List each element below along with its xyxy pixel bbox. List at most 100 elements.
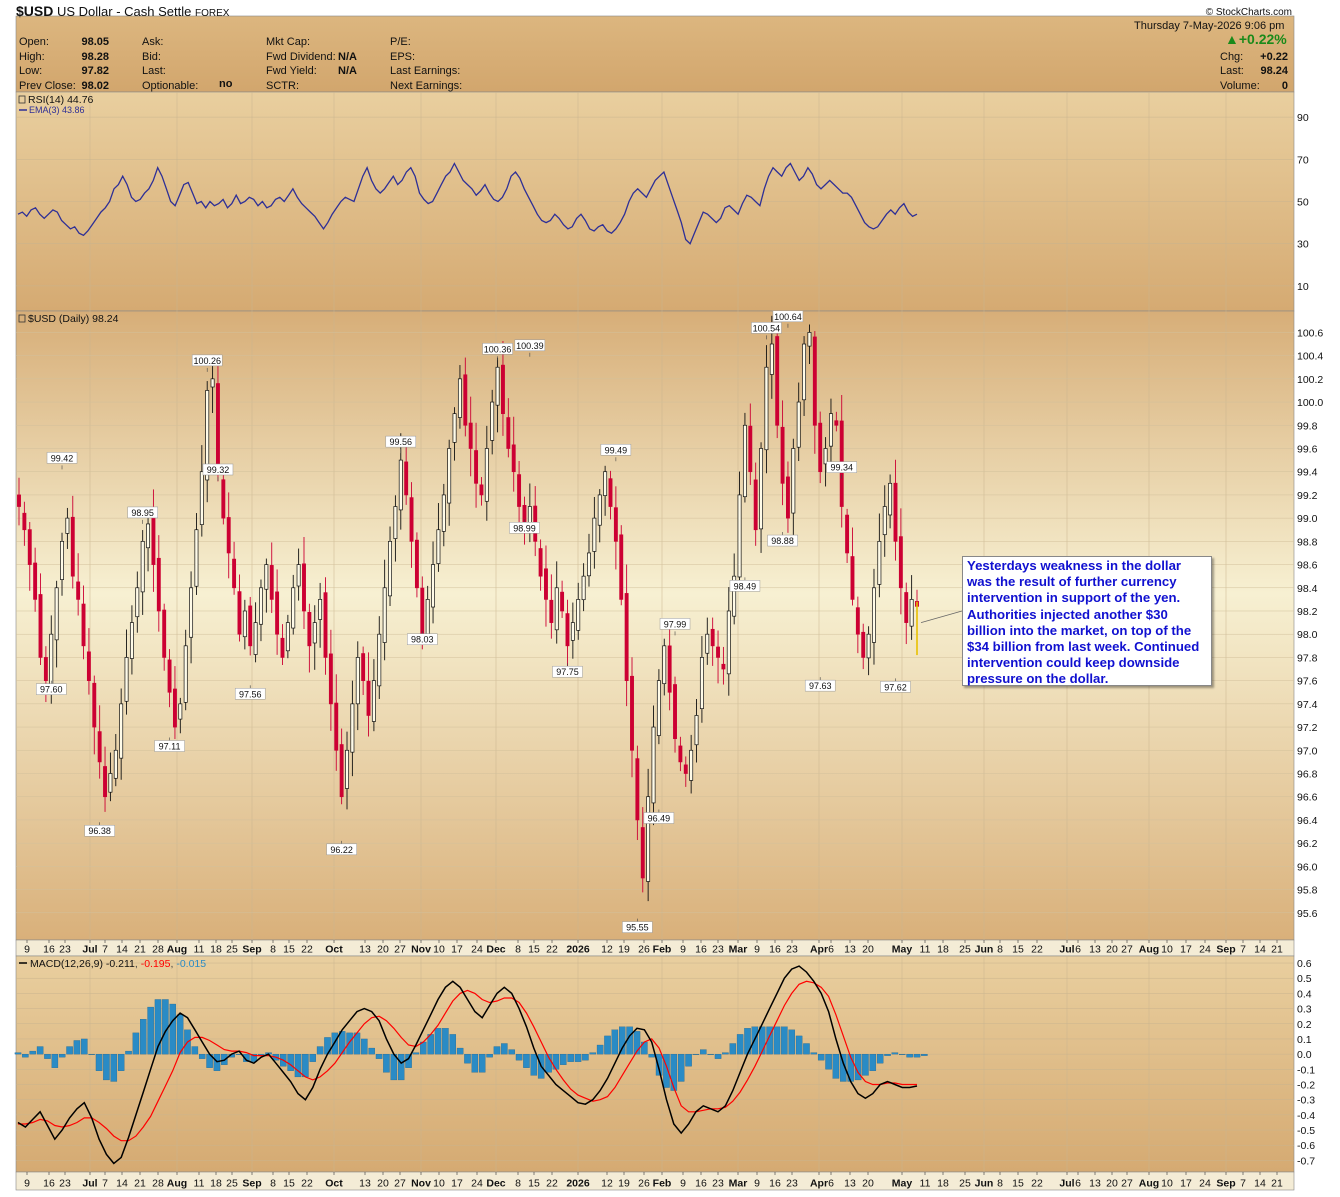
candle-body xyxy=(92,682,97,728)
date-axis-top-tick-label: Oct xyxy=(325,944,343,956)
date-axis-top-tick-label: 19 xyxy=(618,944,630,956)
histogram-bar xyxy=(619,1026,626,1055)
candle-body xyxy=(361,653,366,681)
candle-body xyxy=(345,749,349,789)
swing-label: 98.49 xyxy=(734,581,757,591)
histogram-bar xyxy=(906,1053,913,1058)
histogram-bar xyxy=(486,1053,493,1058)
price-icon xyxy=(18,314,26,323)
histogram-bar xyxy=(501,1043,508,1055)
date-axis-bottom-tick-label: 14 xyxy=(1254,1178,1266,1190)
date-axis-top-tick-label: 27 xyxy=(1121,944,1133,956)
candle-body xyxy=(447,448,452,504)
date-axis-bottom-tick-label: 18 xyxy=(210,1178,222,1190)
candle-body xyxy=(425,599,430,635)
price-tick-label: 98.6 xyxy=(1297,560,1318,572)
histogram-bar xyxy=(810,1052,818,1055)
right-values: +0.22 98.24 0 xyxy=(1250,50,1288,94)
histogram-bar xyxy=(825,1053,832,1070)
ohlc-labels: Open: High: Low: Prev Close: xyxy=(19,35,76,93)
histogram-bar xyxy=(331,1032,339,1055)
change-percent-value: +0.22% xyxy=(1238,31,1287,47)
histogram-bar xyxy=(73,1040,81,1055)
date-axis-bottom-tick-label: 15 xyxy=(1012,1178,1024,1190)
optionable-label: Optionable: xyxy=(142,79,199,92)
histogram-bar xyxy=(140,1019,147,1055)
date-axis-top-tick-label: Apr xyxy=(810,944,828,956)
candle-body xyxy=(673,684,677,740)
histogram-bar xyxy=(722,1052,729,1055)
candle-body xyxy=(737,494,742,578)
rsi-tick-label: 50 xyxy=(1297,197,1309,209)
candle-body xyxy=(726,610,731,675)
histogram-bar xyxy=(515,1053,523,1061)
histogram-bar xyxy=(596,1044,604,1055)
candle-body xyxy=(624,593,629,681)
price-tick-label: 96.6 xyxy=(1297,792,1318,804)
last-earnings-label: Last Earnings: xyxy=(390,65,461,77)
candle-body xyxy=(108,773,113,793)
candle-body xyxy=(54,587,59,641)
chg-label: Chg: xyxy=(1220,50,1244,63)
histogram-bar xyxy=(449,1034,457,1055)
candle-body xyxy=(630,675,634,751)
date-axis-top-tick-label: Jun xyxy=(975,944,994,956)
histogram-bar xyxy=(397,1053,405,1081)
histogram-bar xyxy=(66,1046,73,1055)
candle-body xyxy=(156,557,161,612)
date-axis-bottom-tick-label: Mar xyxy=(729,1178,748,1190)
candle-body xyxy=(328,653,333,705)
histogram-bar xyxy=(88,1053,95,1055)
swing-label-box xyxy=(600,444,632,456)
date-axis-bottom-tick-label: 13 xyxy=(1089,1178,1101,1190)
candle-body xyxy=(662,645,667,685)
candle-body xyxy=(296,564,301,587)
candle-body xyxy=(689,749,694,781)
date-axis-top-tick-label: 18 xyxy=(210,944,222,956)
candle-body xyxy=(506,417,511,449)
swing-label: 97.99 xyxy=(664,619,687,629)
date-axis-top-tick-label: 22 xyxy=(546,944,558,956)
swing-label: 99.49 xyxy=(605,445,628,455)
candle-body xyxy=(882,506,887,536)
histogram-bar xyxy=(456,1047,464,1055)
price-tick-label: 98.2 xyxy=(1297,606,1318,618)
candle-body xyxy=(76,581,81,600)
candle-body xyxy=(608,478,613,507)
swing-label: 99.34 xyxy=(830,463,853,473)
histogram-bar xyxy=(162,999,169,1055)
macd-tick-label: 0.3 xyxy=(1297,1004,1312,1016)
prev-close-value: 98.02 xyxy=(81,79,109,92)
date-axis-bottom-tick-label: 7 xyxy=(102,1178,108,1190)
date-axis-top-tick-label: 12 xyxy=(601,944,613,956)
date-axis-top-tick-label: 10 xyxy=(1161,944,1173,956)
candle-body xyxy=(65,517,70,534)
histogram-bar xyxy=(729,1043,737,1055)
histogram-bar xyxy=(405,1053,412,1068)
date-axis-top-tick-label: 23 xyxy=(712,944,724,956)
date-axis-bottom-tick-label: 25 xyxy=(959,1178,971,1190)
histogram-bar xyxy=(383,1053,390,1073)
candle-body xyxy=(656,680,661,736)
candle-body xyxy=(904,592,909,623)
swing-label-box xyxy=(202,463,234,476)
candle-body xyxy=(565,613,570,647)
candle-body xyxy=(587,552,591,577)
swing-label-box xyxy=(729,580,761,592)
candle-body xyxy=(511,444,516,473)
date-axis-top-tick-label: 14 xyxy=(1254,944,1266,956)
candle-body xyxy=(597,494,602,526)
date-axis-bottom-tick-label: 8 xyxy=(270,1178,276,1190)
candle-body xyxy=(124,657,129,702)
price-tick-label: 98.4 xyxy=(1297,583,1318,595)
price-tick-label: 98.0 xyxy=(1297,629,1318,641)
signal-line xyxy=(18,980,917,1142)
date-axis-top-tick-label: 24 xyxy=(471,944,483,956)
candle-body xyxy=(812,336,817,426)
high-label: High: xyxy=(19,50,45,63)
date-axis-bottom-tick-label: 15 xyxy=(283,1178,295,1190)
swing-label-box xyxy=(482,343,513,355)
rsi-line xyxy=(17,162,918,245)
candle-body xyxy=(716,646,720,658)
macd-tick-label: 0.2 xyxy=(1297,1019,1312,1031)
